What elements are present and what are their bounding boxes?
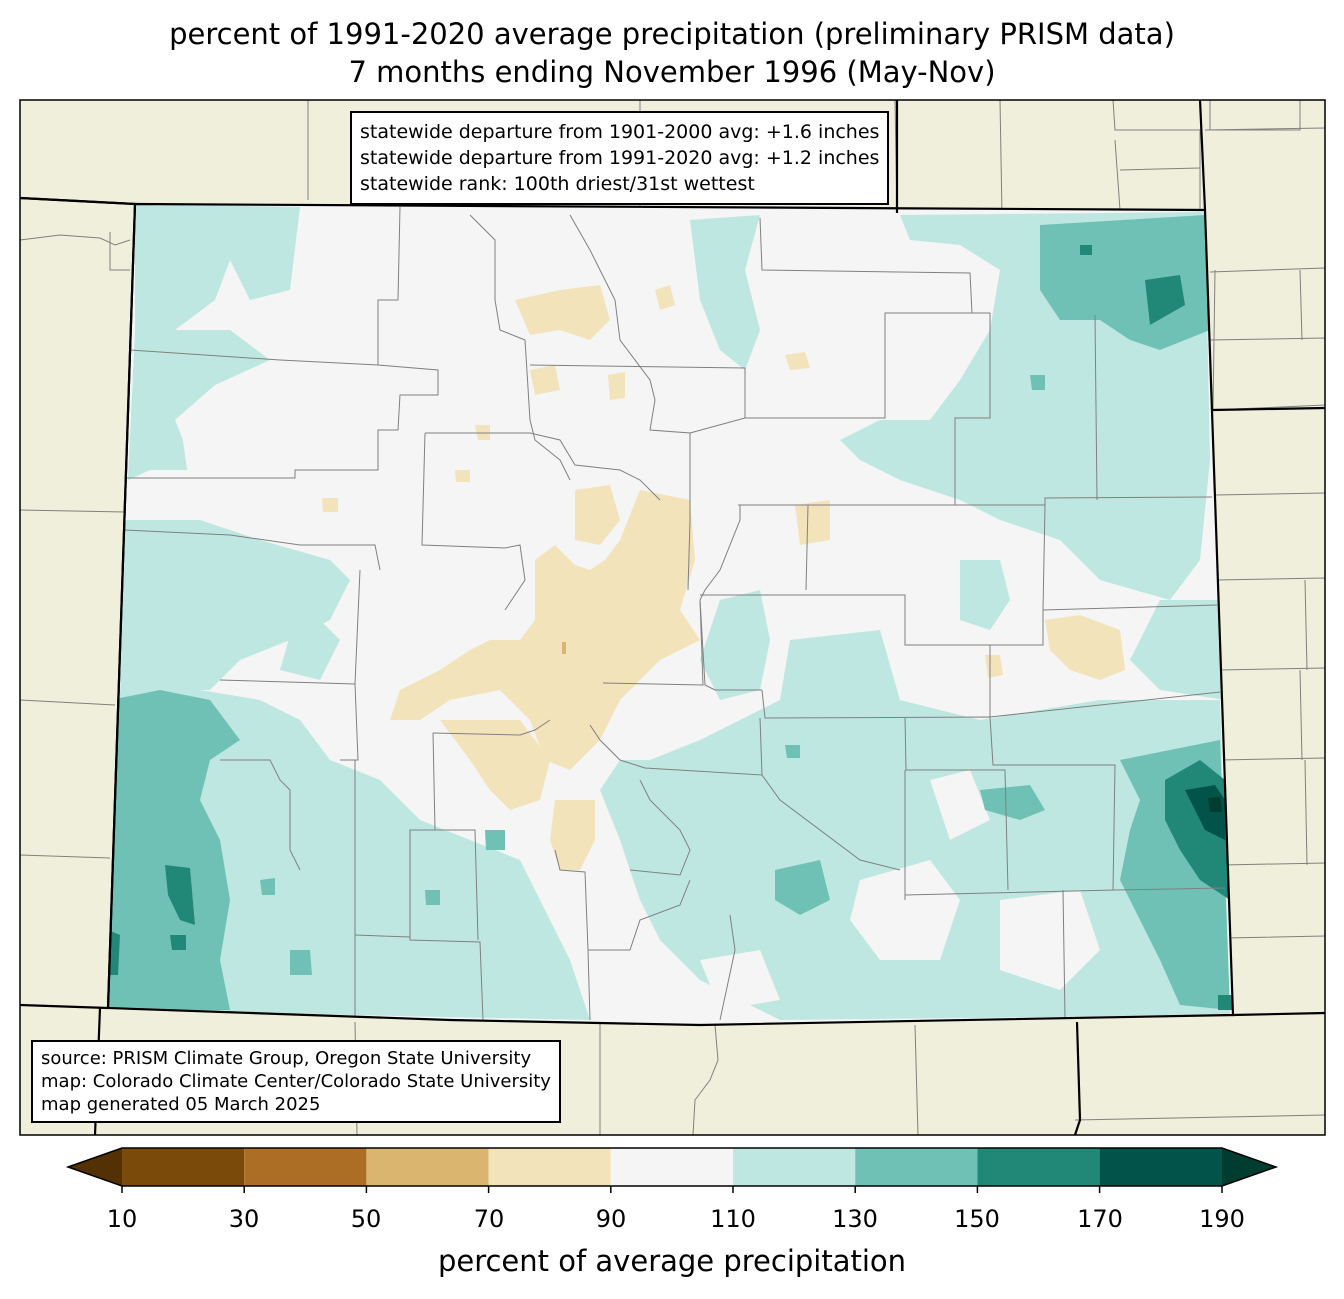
colorbar-label-110: 110 xyxy=(710,1205,756,1233)
colorbar-label-170: 170 xyxy=(1077,1205,1123,1233)
map-frame xyxy=(19,99,1326,1136)
generated-date-line: map generated 05 March 2025 xyxy=(41,1094,321,1115)
colorbar-label-90: 90 xyxy=(595,1205,627,1233)
stats-departure-1991-2020: statewide departure from 1991-2020 avg: … xyxy=(360,147,880,169)
colorbar-label-30: 30 xyxy=(228,1205,260,1233)
colorbar-bin-50-70 xyxy=(366,1148,489,1186)
statewide-stats-box: statewide departure from 1901-2000 avg: … xyxy=(350,111,890,205)
colorbar-ticks xyxy=(121,1186,1223,1193)
colorbar-label-190: 190 xyxy=(1199,1205,1245,1233)
colorbar-bin-90-110 xyxy=(610,1148,733,1186)
map-credit-line: map: Colorado Climate Center/Colorado St… xyxy=(41,1071,551,1092)
colorbar-label-50: 50 xyxy=(350,1205,382,1233)
colorbar-label-10: 10 xyxy=(106,1205,138,1233)
colorbar-bin-10-30 xyxy=(122,1148,245,1186)
colorbar-label-70: 70 xyxy=(473,1205,505,1233)
colorbar-title: percent of average precipitation xyxy=(437,1244,907,1278)
colorbar-under-arrow xyxy=(68,1148,122,1186)
colorbar-bin-150-170 xyxy=(977,1148,1100,1186)
stats-departure-1901-2000: statewide departure from 1901-2000 avg: … xyxy=(360,121,880,143)
source-box: source: PRISM Climate Group, Oregon Stat… xyxy=(31,1040,561,1123)
source-line: source: PRISM Climate Group, Oregon Stat… xyxy=(41,1048,532,1069)
colorbar-over-arrow xyxy=(1222,1148,1276,1186)
colorbar-bin-110-130 xyxy=(733,1148,856,1186)
colorbar-label-130: 130 xyxy=(832,1205,878,1233)
colorbar-bin-30-50 xyxy=(244,1148,367,1186)
colorbar-bin-130-150 xyxy=(855,1148,978,1186)
colorbar-bin-70-90 xyxy=(488,1148,611,1186)
map-title-line2: 7 months ending November 1996 (May-Nov) xyxy=(348,55,996,89)
county-boundaries xyxy=(124,206,1226,1021)
colorbar-bin-170-190 xyxy=(1099,1148,1222,1186)
stats-rank: statewide rank: 100th driest/31st wettes… xyxy=(360,173,755,195)
precip-field xyxy=(108,204,1233,1025)
colorbar xyxy=(65,1147,1279,1193)
map-title-line1: percent of 1991-2020 average precipitati… xyxy=(169,17,1175,51)
colorbar-label-150: 150 xyxy=(954,1205,1000,1233)
